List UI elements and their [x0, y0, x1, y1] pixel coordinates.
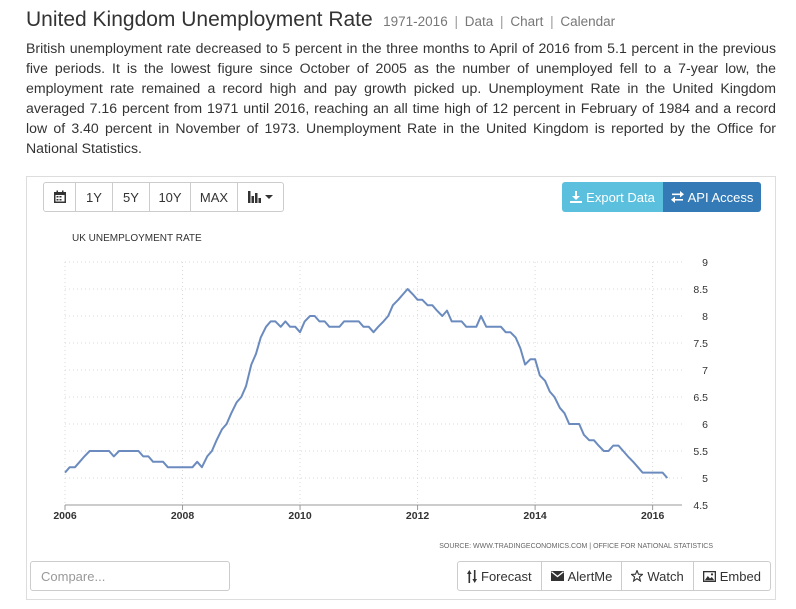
chart-panel: 1Y 5Y 10Y MAX Export Data [26, 176, 776, 600]
x-tick-label: 2016 [641, 510, 665, 522]
chart-canvas: UK UNEMPLOYMENT RATE 4.5 5 5.5 6 6.5 7 7.5 8 8.5… [53, 233, 713, 550]
x-tick-label: 2010 [288, 510, 312, 522]
x-tick-label: 2014 [523, 510, 547, 522]
chart-link[interactable]: Chart [510, 14, 544, 29]
chart-type-button[interactable] [238, 182, 284, 212]
swap-arrows-icon [670, 191, 684, 203]
alertme-label: AlertMe [567, 568, 613, 584]
alertme-button[interactable]: AlertMe [541, 561, 623, 591]
api-label: API Access [687, 189, 754, 205]
sort-arrows-icon [467, 569, 477, 583]
chart-title: UK UNEMPLOYMENT RATE [72, 233, 202, 244]
star-icon [631, 570, 644, 582]
compare-input[interactable] [30, 561, 230, 591]
bar-chart-icon [248, 191, 261, 203]
download-icon [570, 191, 583, 203]
y-tick-label: 8.5 [693, 284, 708, 296]
export-label: Export Data [586, 189, 655, 205]
data-link[interactable]: Data [464, 14, 494, 29]
title-links: 1971-2016 | Data | Chart | Calendar [383, 14, 615, 29]
chart-axes: 4.5 5 5.5 6 6.5 7 7.5 8 8.5 9 2006 2008 2010 2012 2014… [53, 257, 708, 522]
y-tick-label: 7.5 [693, 338, 708, 350]
series-line [64, 288, 669, 479]
y-tick-label: 9 [702, 257, 708, 269]
chart-source: SOURCE: WWW.TRADINGECONOMICS.COM | OFFIC… [439, 543, 713, 550]
separator: | [454, 14, 458, 29]
calendar-link[interactable]: Calendar [560, 14, 616, 29]
separator: | [550, 14, 554, 29]
y-tick-label: 5.5 [693, 446, 708, 458]
range-10y-button[interactable]: 10Y [150, 182, 191, 212]
export-data-button[interactable]: Export Data [562, 182, 663, 212]
picture-icon [702, 570, 716, 582]
api-access-button[interactable]: API Access [663, 182, 761, 212]
embed-button[interactable]: Embed [693, 561, 771, 591]
y-tick-label: 6.5 [693, 392, 708, 404]
watch-label: Watch [647, 568, 684, 584]
y-tick-label: 7 [702, 365, 708, 377]
y-tick-label: 6 [702, 419, 708, 431]
calendar-icon [53, 190, 66, 203]
envelope-icon [550, 571, 564, 581]
embed-label: Embed [719, 568, 761, 584]
chevron-down-icon [265, 195, 273, 199]
forecast-button[interactable]: Forecast [457, 561, 542, 591]
period-label: 1971-2016 [383, 14, 448, 29]
x-tick-label: 2012 [406, 510, 430, 522]
calendar-button[interactable] [43, 182, 76, 212]
chart-series [64, 288, 669, 479]
range-max-button[interactable]: MAX [191, 182, 238, 212]
y-tick-label: 8 [702, 311, 708, 323]
forecast-label: Forecast [481, 568, 532, 584]
page-title: United Kingdom Unemployment Rate [26, 8, 373, 31]
x-tick-label: 2006 [53, 510, 77, 522]
watch-button[interactable]: Watch [622, 561, 694, 591]
title-row: United Kingdom Unemployment Rate 1971-20… [26, 8, 615, 32]
range-5y-button[interactable]: 5Y [113, 182, 150, 212]
description-text: British unemployment rate decreased to 5… [26, 40, 776, 156]
chart-grid [64, 261, 682, 506]
y-tick-label: 5 [702, 473, 708, 485]
range-1y-button[interactable]: 1Y [76, 182, 113, 212]
x-tick-label: 2008 [171, 510, 195, 522]
separator: | [500, 14, 504, 29]
range-toolbar: 1Y 5Y 10Y MAX [43, 182, 284, 212]
y-tick-label: 4.5 [693, 500, 708, 512]
action-buttons: Forecast AlertMe Watch [457, 561, 771, 591]
